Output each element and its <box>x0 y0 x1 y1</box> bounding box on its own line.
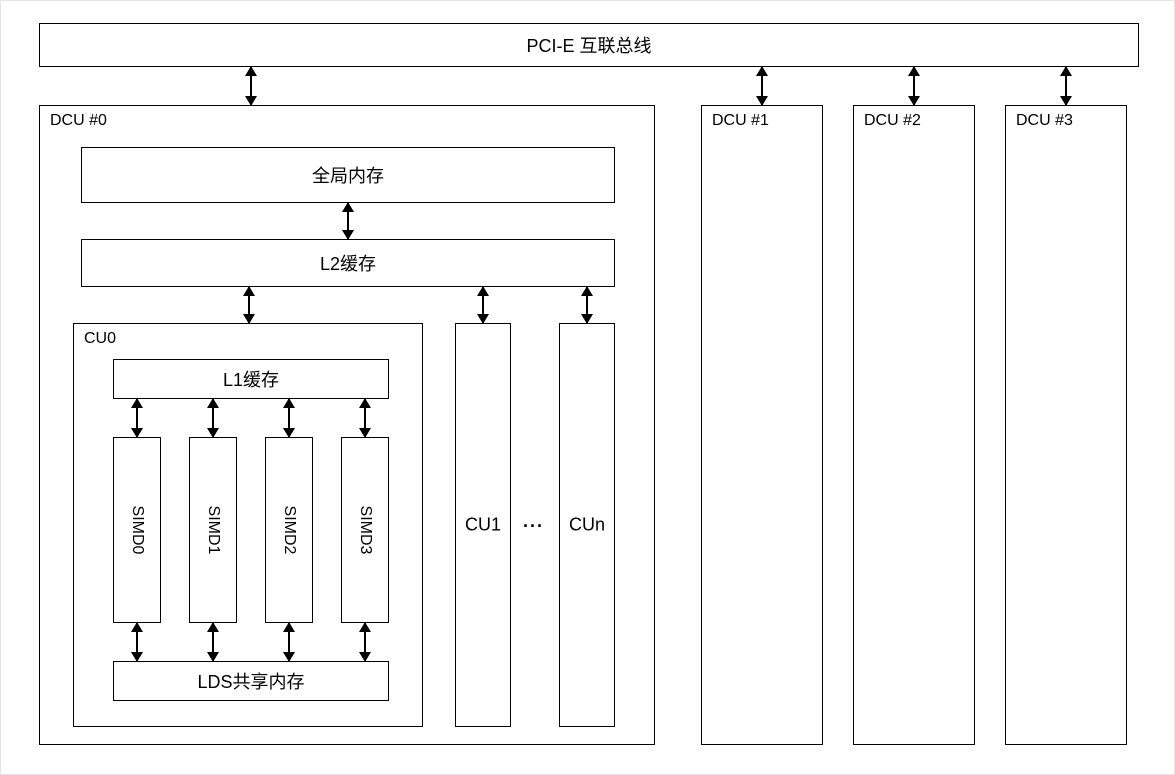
global-memory-box: 全局内存 <box>81 147 615 203</box>
lds-label: LDS共享内存 <box>197 668 304 694</box>
arrow-pcie-dcu1 <box>761 67 763 105</box>
dcu2-label: DCU #2 <box>864 112 921 130</box>
simd3-box: SIMD3 <box>341 437 389 623</box>
arrow-l1-simd3 <box>364 399 366 437</box>
cu-ellipsis: ... <box>523 511 544 532</box>
pcie-bus-label: PCI-E 互联总线 <box>526 32 651 58</box>
arrow-l1-simd1 <box>212 399 214 437</box>
simd3-label: SIMD3 <box>356 506 374 555</box>
simd0-label: SIMD0 <box>128 506 146 555</box>
l2-cache-box: L2缓存 <box>81 239 615 287</box>
simd1-box: SIMD1 <box>189 437 237 623</box>
arrow-l2-cu1 <box>482 287 484 323</box>
diagram-canvas: PCI-E 互联总线 DCU #0 DCU #1 DCU #2 DCU #3 全… <box>0 0 1175 775</box>
dcu3-box: DCU #3 <box>1005 105 1127 745</box>
dcu1-label: DCU #1 <box>712 112 769 130</box>
l1-cache-box: L1缓存 <box>113 359 389 399</box>
pcie-bus-box: PCI-E 互联总线 <box>39 23 1139 67</box>
simd1-label: SIMD1 <box>204 506 222 555</box>
simd2-label: SIMD2 <box>280 506 298 555</box>
cun-box: CUn <box>559 323 615 727</box>
dcu1-box: DCU #1 <box>701 105 823 745</box>
l2-cache-label: L2缓存 <box>320 250 376 276</box>
arrow-global-l2 <box>347 203 349 239</box>
dcu3-label: DCU #3 <box>1016 112 1073 130</box>
dcu2-box: DCU #2 <box>853 105 975 745</box>
arrow-simd1-lds <box>212 623 214 661</box>
dcu0-label: DCU #0 <box>50 112 107 130</box>
arrow-l1-simd0 <box>136 399 138 437</box>
arrow-pcie-dcu2 <box>913 67 915 105</box>
arrow-simd2-lds <box>288 623 290 661</box>
cu1-box: CU1 <box>455 323 511 727</box>
cun-label: CUn <box>569 515 605 536</box>
arrow-l2-cu0 <box>248 287 250 323</box>
arrow-simd0-lds <box>136 623 138 661</box>
global-memory-label: 全局内存 <box>312 162 384 188</box>
cu1-label: CU1 <box>465 515 501 536</box>
arrow-simd3-lds <box>364 623 366 661</box>
l1-cache-label: L1缓存 <box>223 366 279 392</box>
arrow-l1-simd2 <box>288 399 290 437</box>
arrow-l2-cun <box>586 287 588 323</box>
cu0-label: CU0 <box>84 330 116 348</box>
arrow-pcie-dcu0 <box>250 67 252 105</box>
lds-box: LDS共享内存 <box>113 661 389 701</box>
simd0-box: SIMD0 <box>113 437 161 623</box>
simd2-box: SIMD2 <box>265 437 313 623</box>
arrow-pcie-dcu3 <box>1065 67 1067 105</box>
